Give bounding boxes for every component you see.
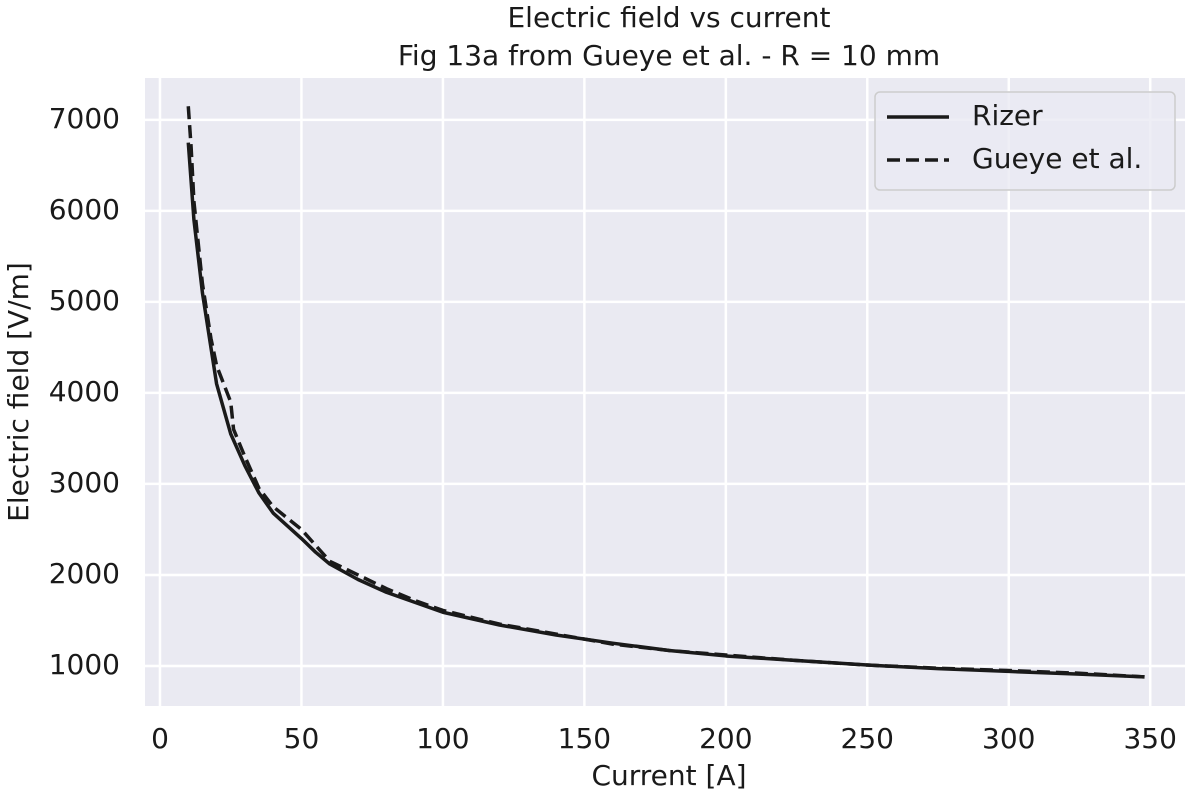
y-tick-label: 2000 bbox=[49, 557, 120, 590]
y-tick-label: 6000 bbox=[49, 193, 120, 226]
legend-box bbox=[874, 91, 1176, 191]
y-tick-label: 3000 bbox=[49, 466, 120, 499]
y-axis-label: Electric field [V/m] bbox=[2, 262, 35, 522]
x-tick-label: 50 bbox=[284, 722, 320, 755]
x-tick-label: 200 bbox=[699, 722, 752, 755]
legend-label: Rizer bbox=[972, 99, 1043, 132]
y-tick-label: 4000 bbox=[49, 375, 120, 408]
x-tick-label: 100 bbox=[416, 722, 469, 755]
y-tick-label: 1000 bbox=[49, 648, 120, 681]
y-tick-label: 7000 bbox=[49, 102, 120, 135]
y-tick-label: 5000 bbox=[49, 284, 120, 317]
x-tick-label: 250 bbox=[841, 722, 894, 755]
series-line bbox=[186, 106, 1145, 679]
x-tick-label: 300 bbox=[982, 722, 1035, 755]
chart-title: Electric field vs current bbox=[507, 1, 830, 34]
x-tick-label: 0 bbox=[151, 722, 169, 755]
chart-subtitle: Fig 13a from Gueye et al. - R = 10 mm bbox=[398, 39, 940, 72]
x-tick-label: 150 bbox=[558, 722, 611, 755]
x-axis-label: Current [A] bbox=[591, 759, 746, 792]
x-tick-label: 350 bbox=[1123, 722, 1176, 755]
legend-label: Gueye et al. bbox=[972, 142, 1142, 175]
